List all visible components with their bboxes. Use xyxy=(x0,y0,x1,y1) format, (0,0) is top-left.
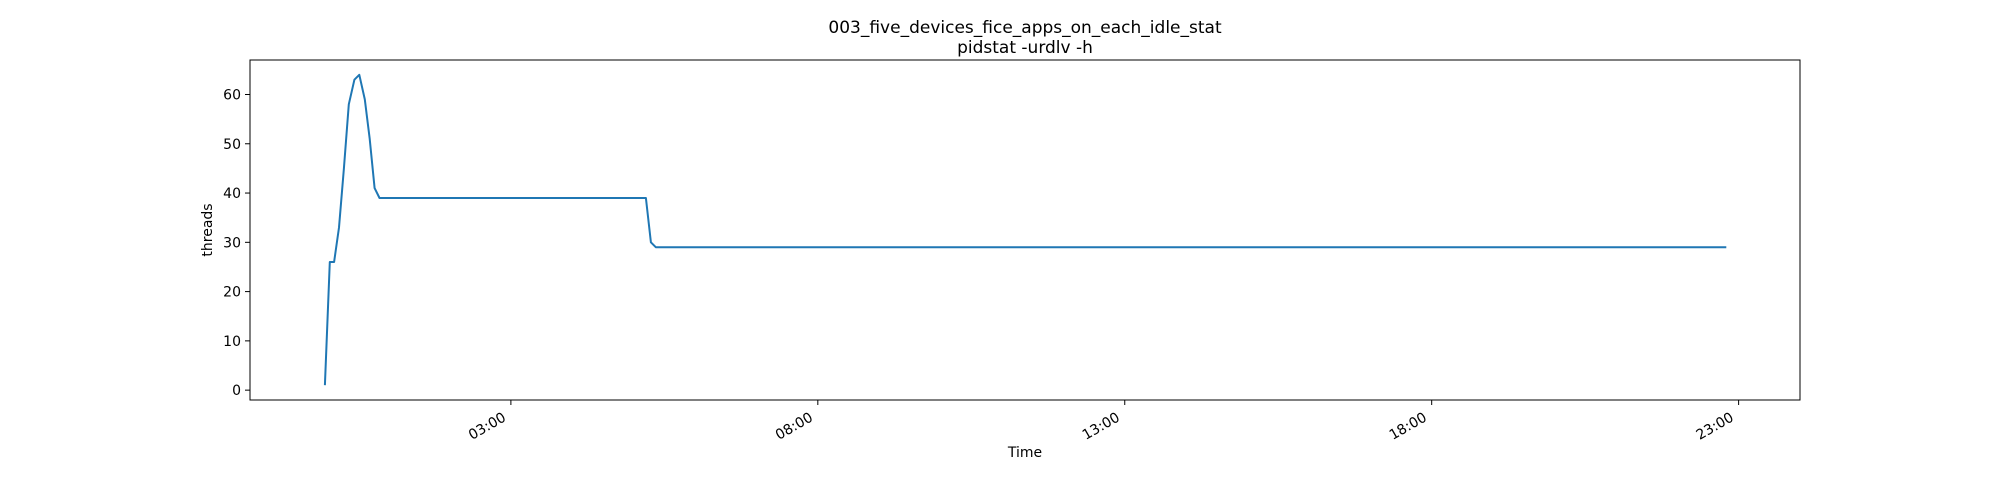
x-axis-label: Time xyxy=(1007,445,1042,461)
x-tick-label: 08:00 xyxy=(773,410,816,444)
x-tick-label: 23:00 xyxy=(1694,410,1737,444)
series-line-threads xyxy=(323,73,1727,386)
x-tick-label: 18:00 xyxy=(1387,410,1430,444)
y-tick-label: 60 xyxy=(223,87,241,103)
x-axis-ticks: 03:00 08:00 13:00 18:00 23:00 xyxy=(466,400,1740,444)
x-tick-label: 13:00 xyxy=(1080,410,1123,444)
y-tick-label: 10 xyxy=(223,334,241,350)
y-tick-label: 0 xyxy=(232,383,241,399)
plot-frame xyxy=(249,59,1801,401)
y-axis-ticks: 0 10 20 30 40 50 60 xyxy=(223,87,250,399)
y-tick-label: 30 xyxy=(223,235,241,251)
y-axis-label: threads xyxy=(200,203,216,256)
chart-title: 003_five_devices_fice_apps_on_each_idle_… xyxy=(828,18,1222,38)
chart-subtitle: pidstat -urdlv -h xyxy=(957,38,1093,58)
y-tick-label: 40 xyxy=(223,186,241,202)
y-tick-label: 20 xyxy=(223,285,241,301)
x-tick-label: 03:00 xyxy=(466,410,509,444)
y-tick-label: 50 xyxy=(223,137,241,153)
